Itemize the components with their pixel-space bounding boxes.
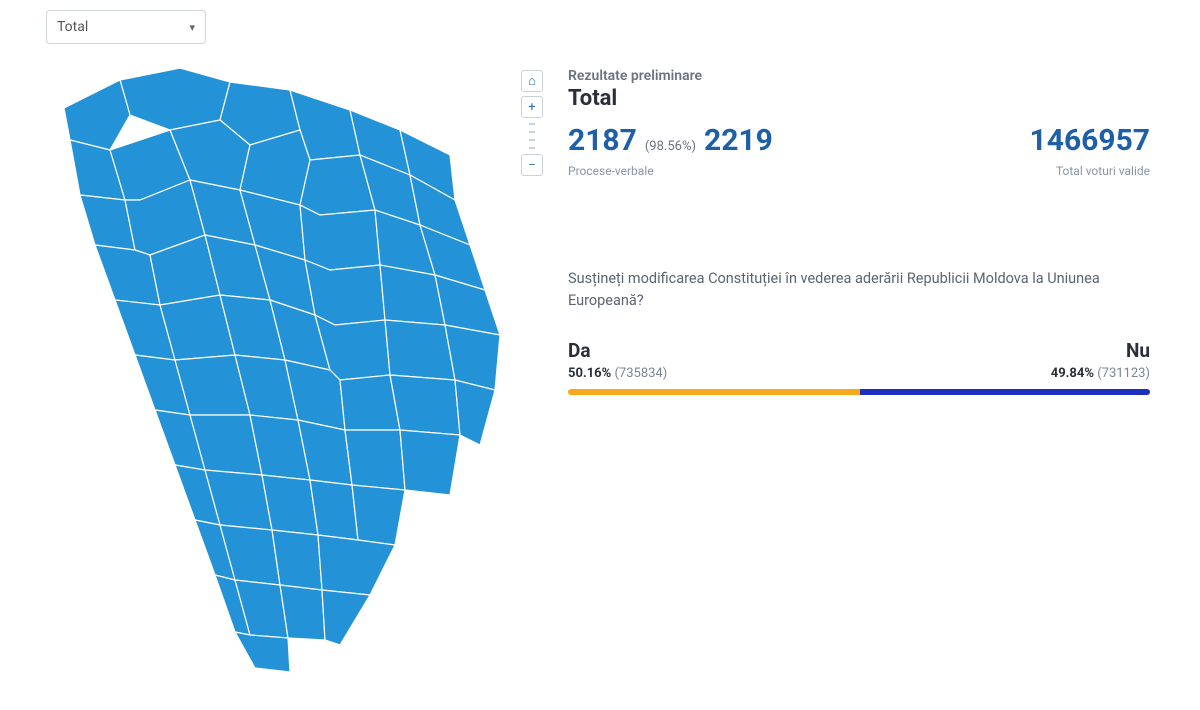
map-controls: ⌂ + − bbox=[520, 70, 544, 176]
processed-block: 2187 (98.56%) 2219 Procese-verbale bbox=[568, 123, 773, 178]
answer-yes-percent: 50.16% bbox=[568, 366, 611, 381]
country-map[interactable] bbox=[40, 60, 520, 680]
moldova-map-svg bbox=[40, 60, 520, 680]
map-zoom-out-button[interactable]: − bbox=[521, 154, 543, 176]
result-bar-no bbox=[860, 389, 1150, 395]
results-title: Total bbox=[568, 86, 1150, 111]
answer-no-percent: 49.84% bbox=[1051, 366, 1094, 381]
result-bar bbox=[568, 389, 1150, 395]
zoom-tick bbox=[529, 123, 535, 125]
answer-no: Nu 49.84% (731123) bbox=[1051, 339, 1150, 381]
home-icon: ⌂ bbox=[528, 73, 536, 89]
answer-yes-label: Da bbox=[568, 339, 667, 362]
valid-votes-label: Total voturi valide bbox=[1030, 164, 1150, 178]
map-home-button[interactable]: ⌂ bbox=[521, 70, 543, 92]
referendum-question: Susțineți modificarea Constituției în ve… bbox=[568, 268, 1128, 313]
processed-count: 2187 bbox=[568, 123, 637, 158]
answer-yes: Da 50.16% (735834) bbox=[568, 339, 667, 381]
results-subtitle: Rezultate preliminare bbox=[568, 68, 1150, 84]
answer-no-label: Nu bbox=[1051, 339, 1150, 362]
answers-row: Da 50.16% (735834) Nu 49.84% (731123) bbox=[568, 339, 1150, 381]
zoom-tick bbox=[529, 147, 535, 149]
stats-row: 2187 (98.56%) 2219 Procese-verbale 14669… bbox=[568, 123, 1150, 178]
valid-votes-block: 1466957 Total voturi valide bbox=[1030, 123, 1150, 178]
valid-votes-count: 1466957 bbox=[1030, 123, 1150, 158]
zoom-tick bbox=[529, 139, 535, 141]
result-bar-yes bbox=[568, 389, 860, 395]
results-panel: Rezultate preliminare Total 2187 (98.56%… bbox=[568, 68, 1150, 395]
processed-percent: (98.56%) bbox=[645, 139, 696, 154]
plus-icon: + bbox=[528, 100, 535, 115]
region-select[interactable]: Total ▾ bbox=[46, 10, 206, 44]
processed-total: 2219 bbox=[704, 123, 773, 158]
answer-yes-count: (735834) bbox=[614, 366, 667, 381]
zoom-tick bbox=[529, 131, 535, 133]
chevron-down-icon: ▾ bbox=[189, 21, 195, 34]
answer-no-count: (731123) bbox=[1097, 366, 1150, 381]
minus-icon: − bbox=[528, 158, 535, 173]
processed-label: Procese-verbale bbox=[568, 164, 773, 178]
region-select-value: Total bbox=[57, 19, 88, 35]
map-zoom-in-button[interactable]: + bbox=[521, 96, 543, 118]
